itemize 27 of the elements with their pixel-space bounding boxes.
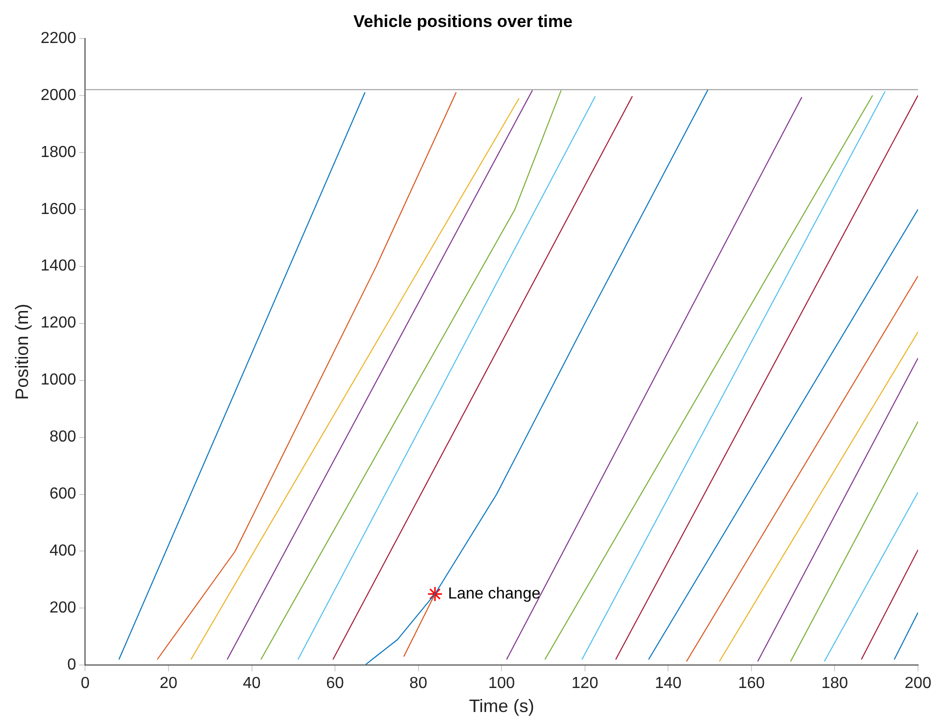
- x-tick-label: 160: [738, 675, 765, 692]
- y-tick-label: 1200: [40, 314, 76, 332]
- x-tick-label: 40: [242, 675, 261, 692]
- y-tick-label: 1600: [40, 200, 76, 218]
- annotation: Lane change: [448, 585, 541, 602]
- chart-title: Vehicle positions over time: [353, 12, 573, 31]
- x-tick-label: 200: [904, 675, 932, 692]
- y-tick-label: 600: [49, 486, 76, 503]
- x-axis-title: Time (s): [468, 696, 534, 716]
- y-axis-title: Position (m): [12, 304, 32, 400]
- x-tick-label: 0: [80, 675, 90, 692]
- y-tick-label: 200: [49, 600, 76, 617]
- x-tick-label: 140: [654, 675, 682, 692]
- y-tick-label: 1000: [40, 372, 76, 389]
- y-tick-label: 1800: [40, 144, 76, 161]
- x-tick-label: 80: [409, 675, 428, 692]
- x-tick-label: 60: [326, 675, 344, 692]
- x-tick-label: 20: [160, 675, 178, 692]
- x-tick-label: 120: [572, 675, 598, 692]
- y-tick-label: 1400: [40, 258, 76, 275]
- x-tick-label: 180: [821, 675, 848, 692]
- y-tick-label: 400: [49, 542, 76, 560]
- y-tick-label: 800: [49, 428, 76, 446]
- y-tick-label: 2200: [40, 30, 76, 47]
- x-tick-label: 100: [488, 675, 516, 692]
- y-tick-label: 0: [67, 656, 76, 674]
- y-tick-label: 2000: [40, 86, 76, 104]
